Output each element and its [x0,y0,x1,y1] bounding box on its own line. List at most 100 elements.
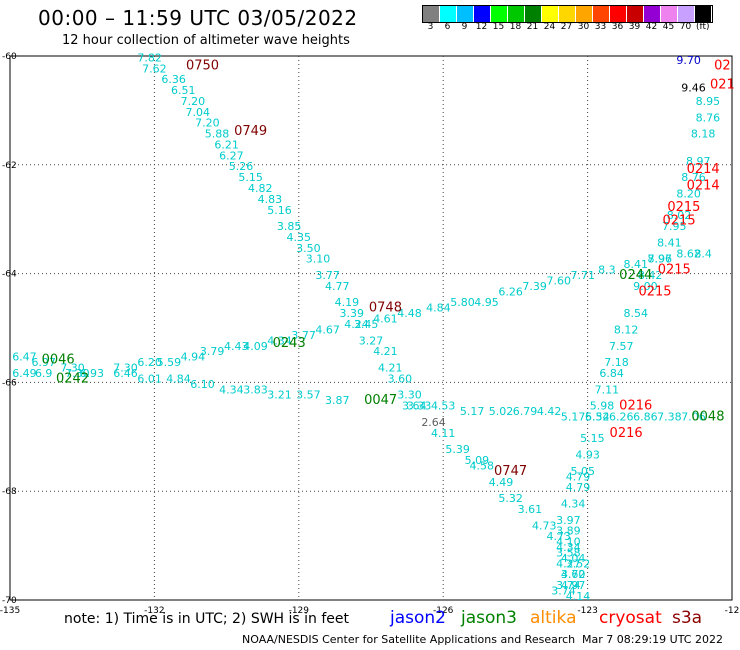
wave-height-value: 3.70 [561,568,586,581]
wave-height-value: 8.76 [696,111,721,124]
wave-height-value: 5.39 [445,443,470,456]
wave-height-value: 4.34 [267,334,292,347]
wave-height-value: 4.83 [258,193,283,206]
page-title: 00:00 – 11:59 UTC 03/05/2022 [38,6,358,30]
wave-height-value: 3.85 [277,220,302,233]
wave-height-value: 5.17 [561,410,586,423]
wave-height-value: 5.17 [460,405,485,418]
satellite-cryosat: cryosat [599,608,662,628]
timestamp-text: Mar 7 08:29:19 UTC 2022 [582,633,723,646]
lat-tick-label: -66 [2,378,17,388]
wave-height-value: 3.58 [556,546,581,559]
wave-height-value: 5.98 [590,400,615,413]
wave-height-value: 4.62 [561,568,586,581]
wave-height-value: 2.64 [421,416,446,429]
wave-height-value: 3.77 [315,269,340,282]
wave-height-value: 4.04 [561,552,586,565]
wave-height-value: 5.15 [580,432,605,445]
wave-height-value: 3.30 [397,389,422,402]
lon-tick-label: -126 [433,606,454,616]
wave-height-value: 5.80 [450,296,475,309]
lat-tick-label: -68 [2,487,17,497]
wave-height-value: 4.34 [556,541,581,554]
wave-height-value: 5.26 [229,160,254,173]
wave-height-value: 4.21 [373,345,398,358]
scale-label: 42 [645,22,658,32]
pass-time-label: 02 [714,59,731,74]
wave-height-value: 6.26 [498,285,523,298]
scale-swatch [474,6,491,22]
lat-tick-label: -62 [2,161,17,171]
wave-height-value: 7.60 [546,274,571,287]
wave-height-value: 7.30 [113,362,138,375]
wave-height-value: 7.30 [60,362,85,375]
wave-height-value: 3.10 [306,253,331,266]
wave-height-value: 6.26 [609,410,634,423]
wave-height-value: 4.61 [373,313,398,326]
wave-height-value: 4.42 [537,405,562,418]
color-scale-legend [422,5,713,23]
satellite-altika: altika [530,608,577,628]
wave-height-value: 3.27 [359,334,384,347]
wave-height-value: 6.47 [12,351,37,364]
scale-label: 3 [427,22,434,32]
wave-height-value: 4.67 [315,323,340,336]
wave-height-value: 3.57 [296,389,321,402]
wave-height-value: 3.74 [551,585,576,598]
lat-tick-label: -64 [2,270,17,280]
wave-height-value: 5.15 [238,171,263,184]
wave-height-value: 7.20 [181,95,206,108]
scale-label: 18 [509,22,522,32]
wave-height-value: 3.52 [566,557,591,570]
wave-height-value: 7.18 [604,356,629,369]
scale-swatch [644,6,661,22]
wave-height-value: 3.60 [388,372,413,385]
wave-height-value: 3.79 [200,345,225,358]
wave-height-value: 7.62 [142,62,167,75]
wave-height-value: 7.82 [137,51,162,64]
scale-label: 24 [543,22,556,32]
pass-time-label: 021 [710,78,735,93]
wave-height-value: 8.3 [598,264,616,277]
scale-unit: (ft) [696,22,710,32]
scale-label: 27 [560,22,573,32]
wave-height-value: 6.84 [599,367,624,380]
wave-height-value: 8.18 [691,128,716,141]
scale-swatch [661,6,678,22]
footer-note: note: 1) Time is in UTC; 2) SWH is in fe… [64,611,350,627]
pass-time-label: 0048 [691,409,724,424]
wave-height-value: 3.97 [556,514,581,527]
wave-height-value: 9.46 [681,81,706,94]
satellite-jason3: jason3 [461,608,517,628]
pass-time-label: 0047 [364,393,397,408]
wave-height-value: 4.73 [546,530,571,543]
wave-height-value: 6.9 [35,367,53,380]
wave-height-value: 7.06 [681,410,706,423]
wave-height-value: 4.84 [166,372,191,385]
pass-time-label: 0215 [663,214,696,229]
wave-height-value: 4.35 [287,231,312,244]
wave-height-value: 4.48 [397,307,422,320]
pass-time-label: 0244 [619,268,652,283]
pass-time-label: 0748 [369,301,402,316]
wave-height-value: 5.09 [465,454,490,467]
wave-height-value: 8.96 [648,253,673,266]
wave-height-value: 4.58 [469,459,494,472]
pass-time-label: 0215 [667,200,700,215]
wave-height-value: 3.74 [556,579,581,592]
wave-height-value: 4.19 [335,296,360,309]
wave-height-value: 3.50 [296,242,321,255]
scale-label: 36 [611,22,624,32]
scale-swatch [610,6,627,22]
wave-height-value: 6.21 [214,138,239,151]
wave-height-value: 4.21 [378,362,403,375]
credit-text: NOAA/NESDIS Center for Satellite Applica… [242,633,576,646]
wave-height-value: 3.89 [556,525,581,538]
wave-height-value: 3.33 [407,400,432,413]
scale-swatch [457,6,474,22]
wave-height-value: 6.34 [585,410,610,423]
wave-height-value: 7.38 [657,410,682,423]
wave-height-value: 7.39 [522,280,547,293]
lon-tick-label: -132 [144,606,164,616]
